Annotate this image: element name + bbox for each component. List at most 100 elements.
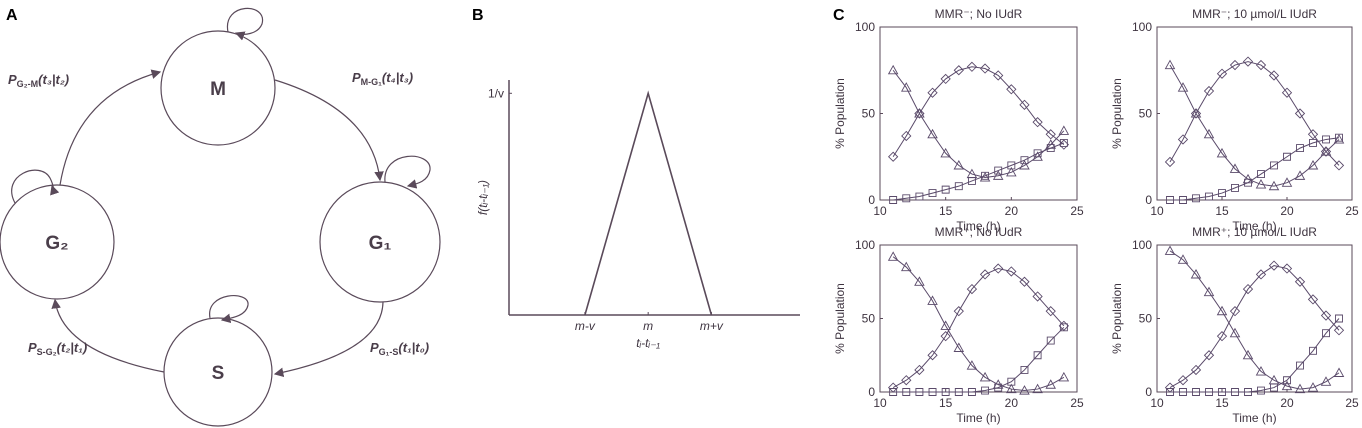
data-point [1019, 159, 1030, 170]
data-point [927, 128, 938, 139]
data-point [994, 383, 1003, 392]
data-point [915, 192, 924, 201]
plot-frame [1156, 26, 1353, 201]
data-point [1058, 125, 1070, 135]
data-point [940, 331, 951, 342]
data-point [1164, 156, 1176, 168]
y-tick-label: 50 [862, 312, 876, 326]
x-tick-label: m [643, 319, 653, 333]
x-tick-label: 20 [1280, 396, 1294, 410]
data-point [966, 61, 978, 72]
data-point [954, 182, 963, 191]
data-point [927, 87, 938, 98]
data-point [1019, 276, 1030, 287]
node [160, 30, 276, 146]
data-point [1335, 314, 1343, 323]
data-point [1242, 56, 1254, 67]
y-tick-label: 0 [1145, 385, 1152, 399]
data-point [1179, 388, 1187, 396]
edge-label: PM-G₁(t₄|t₃) [352, 70, 413, 87]
data-point [1294, 170, 1306, 180]
data-point [1296, 361, 1304, 370]
data-point [941, 185, 950, 194]
edge-argument: (t₄|t₃) [382, 70, 413, 85]
data-point [1268, 70, 1280, 81]
x-tick-label: 15 [1215, 204, 1229, 218]
edge-symbol: P [8, 72, 17, 87]
panel-label: A [6, 7, 18, 24]
panel-label: C [833, 7, 845, 24]
data-point [979, 269, 991, 280]
chart: m-v m m+v 1/v tᵢ-tᵢ₋₁ f(tᵢ-tᵢ₋₁) [476, 80, 800, 350]
data-point [914, 276, 925, 286]
data-point [993, 70, 1004, 81]
data-point [889, 388, 898, 396]
x-tick-label: 20 [1280, 204, 1294, 218]
data-point [1192, 388, 1200, 396]
y-tick-label: 0 [868, 193, 875, 207]
data-point [1283, 376, 1291, 385]
data-point [1019, 99, 1030, 110]
x-axis-label: Time (h) [1232, 411, 1276, 425]
data-point [1281, 380, 1293, 391]
self-loop [227, 7, 263, 41]
data-point [1203, 85, 1215, 97]
y-tick-label: 0 [868, 385, 875, 399]
data-line [892, 69, 1065, 179]
data-point [1166, 388, 1174, 396]
data-point [1294, 108, 1306, 119]
data-point [1203, 128, 1215, 139]
arrow [273, 301, 384, 378]
data-point [1322, 329, 1330, 338]
data-point [914, 108, 925, 119]
data-point [1231, 183, 1239, 192]
x-tick-label: 15 [939, 204, 953, 218]
data-point [1255, 59, 1267, 71]
node-label: S [212, 363, 225, 384]
data-point [1019, 385, 1030, 395]
data-point [1203, 350, 1215, 361]
edge-label: PG₁-S(t₁|t₀) [370, 340, 429, 357]
x-tick-label: 10 [873, 204, 887, 218]
data-point [927, 350, 938, 361]
x-tick-label: 25 [1345, 204, 1359, 218]
node-label: G₁ [369, 233, 392, 254]
data-point [1309, 346, 1317, 355]
data-point [1192, 194, 1200, 203]
x-tick-label: 20 [1005, 396, 1019, 410]
node [319, 181, 441, 303]
data-point [1032, 117, 1043, 128]
data-point [1268, 260, 1280, 271]
y-tick-label: 50 [862, 107, 876, 121]
data-point [1216, 147, 1228, 158]
data-point [1007, 377, 1016, 386]
data-point [1244, 388, 1252, 396]
data-point [914, 364, 925, 376]
data-point [1255, 269, 1267, 280]
data-line [1169, 61, 1340, 166]
data-point [1229, 59, 1241, 71]
x-tick-label: 20 [1005, 204, 1019, 218]
data-point [1333, 325, 1345, 336]
data-point [901, 130, 912, 142]
data-point [1033, 351, 1042, 360]
chart: 10 15 20 25 0 50 100 MMR⁻; 10 µmol/L IUdR Time (… [1110, 7, 1359, 233]
data-point [1335, 133, 1343, 142]
plot-frame [1156, 244, 1353, 393]
data-point [887, 64, 899, 75]
edge-symbol: P [370, 340, 379, 355]
y-tick-label: 100 [855, 238, 875, 252]
data-point [1190, 108, 1202, 118]
y-axis-label: % Population [833, 283, 847, 354]
x-tick-label: 15 [939, 396, 953, 410]
data-point [1294, 383, 1306, 394]
data-point [1046, 144, 1055, 153]
y-axis-label: f(tᵢ-tᵢ₋₁) [476, 180, 490, 215]
y-tick-label: 100 [855, 20, 875, 34]
data-point [1216, 68, 1228, 79]
data-point [1006, 383, 1017, 394]
data-point [967, 177, 976, 185]
data-point [1177, 82, 1189, 92]
data-point [1216, 331, 1228, 342]
data-point [901, 261, 912, 272]
